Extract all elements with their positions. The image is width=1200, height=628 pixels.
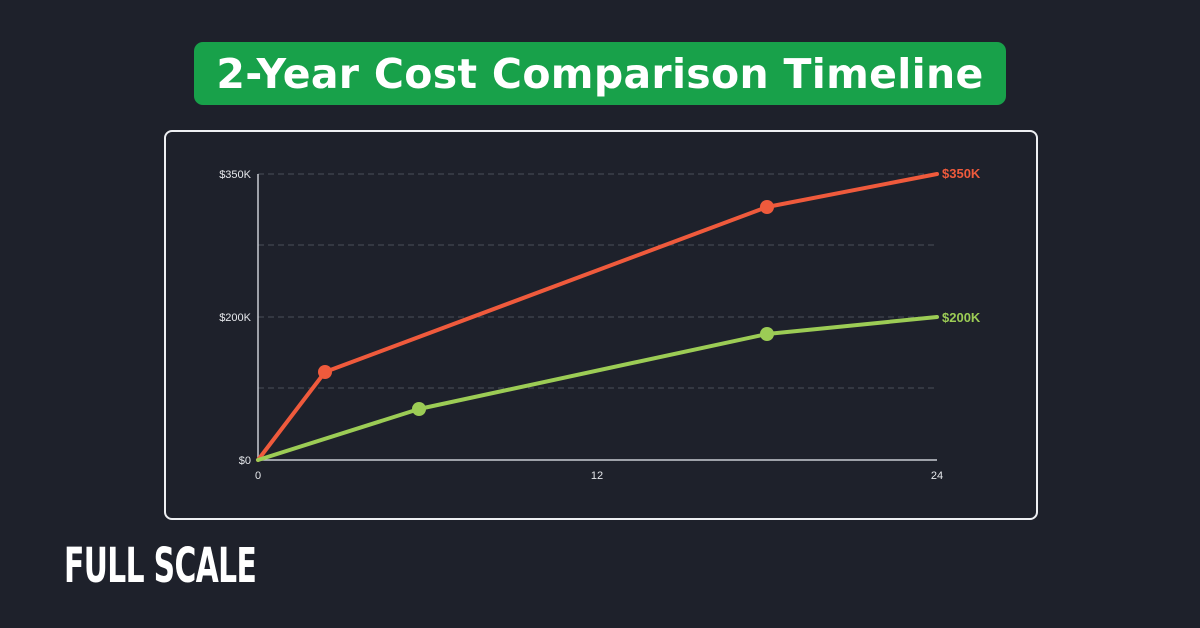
x-tick-label: 0	[255, 470, 261, 482]
chart-title: 2-Year Cost Comparison Timeline	[216, 49, 984, 98]
brand-logo: FULL SCALE	[64, 538, 257, 594]
series-red: $350K	[256, 166, 981, 462]
x-tick-label: 12	[591, 470, 603, 482]
green-line	[256, 315, 939, 462]
x-tick-label: 24	[931, 470, 943, 482]
data-point	[760, 327, 774, 341]
title-banner: 2-Year Cost Comparison Timeline	[194, 42, 1006, 105]
end-label-green: $200K	[942, 310, 981, 325]
end-label-red: $350K	[942, 166, 981, 181]
red-line	[256, 172, 939, 462]
series-green: $200K	[256, 310, 981, 462]
data-point	[318, 365, 332, 379]
y-tick-label: $350K	[219, 169, 251, 181]
y-tick-label: $0	[239, 455, 251, 467]
chart-frame	[164, 130, 1038, 520]
data-point	[412, 402, 426, 416]
gridlines	[258, 173, 937, 389]
data-point	[760, 200, 774, 214]
y-tick-label: $200K	[219, 312, 251, 324]
